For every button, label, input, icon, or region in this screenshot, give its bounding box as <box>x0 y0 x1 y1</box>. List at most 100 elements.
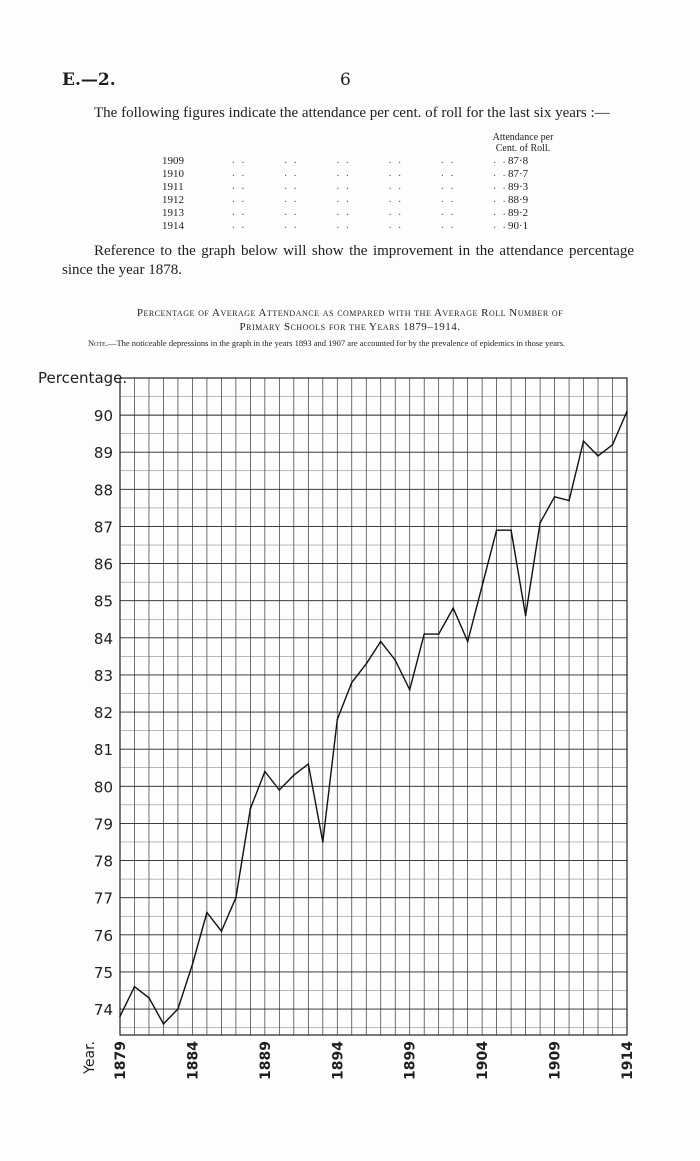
note-text: —The noticeable depressions in the graph… <box>107 338 566 348</box>
data-point <box>351 681 353 684</box>
data-point <box>582 440 585 442</box>
y-tick-label: 86 <box>94 556 113 574</box>
chart-note: Note.—The noticeable depressions in the … <box>62 338 634 348</box>
x-tick-label: 1884 <box>185 1041 201 1080</box>
y-tick-label: 89 <box>94 444 113 462</box>
data-point <box>235 896 237 899</box>
chart-title: Percentage of Average Attendance as comp… <box>40 306 660 334</box>
chart-title-line-2: Primary Schools for the Years 1879–1914. <box>239 321 461 333</box>
data-point <box>191 963 194 966</box>
table-year: 1909 <box>162 155 184 167</box>
table-header-line-1: Attendance per <box>492 132 554 143</box>
table-row: 1914 . . . . . . . . . . . . 90·1 <box>162 219 562 233</box>
table-row: 1910 . . . . . . . . . . . . 87·7 <box>162 167 562 181</box>
attendance-series-line <box>119 411 628 1026</box>
y-tick-label: 85 <box>94 593 113 611</box>
table-value: 90·1 <box>508 220 529 232</box>
reference-paragraph: Reference to the graph below will show t… <box>62 242 634 280</box>
intro-text: The following figures indicate the atten… <box>94 105 610 121</box>
table-value: 87·8 <box>508 155 529 167</box>
y-tick-label: 83 <box>94 667 113 685</box>
data-point <box>553 496 556 498</box>
table-row: 1912 . . . . . . . . . . . . 88·9 <box>162 193 562 207</box>
reference-text: Reference to the graph below will show t… <box>62 243 634 278</box>
leader-dots: . . . . . . . . . . . . <box>232 219 508 231</box>
table-year: 1911 <box>162 181 184 193</box>
data-point <box>626 410 628 413</box>
data-point <box>177 1008 179 1010</box>
data-point <box>597 455 599 457</box>
y-tick-label: 75 <box>94 964 113 982</box>
data-point <box>568 499 570 502</box>
table-row: 1909 . . . . . . . . . . . . 87·8 <box>162 154 562 168</box>
y-tick-label: 77 <box>94 890 113 908</box>
data-point <box>293 774 295 776</box>
data-point <box>481 585 483 587</box>
data-point <box>278 789 281 791</box>
table-value: 88·9 <box>508 194 529 206</box>
data-point <box>206 911 208 914</box>
y-tick-label: 76 <box>94 927 113 945</box>
data-point <box>394 659 397 661</box>
plot-frame <box>119 377 628 1036</box>
report-code: E.—2. <box>62 70 116 90</box>
table-year: 1912 <box>162 194 184 206</box>
data-point <box>379 640 382 643</box>
data-point <box>365 663 368 665</box>
x-tick-label: 1909 <box>548 1041 564 1080</box>
x-tick-label: 1899 <box>403 1041 419 1080</box>
table-year: 1913 <box>162 207 184 219</box>
table-value: 89·3 <box>508 181 529 193</box>
table-row: 1913 . . . . . . . . . . . . 89·2 <box>162 206 562 220</box>
table-value: 87·7 <box>508 168 529 180</box>
data-point <box>264 770 266 773</box>
data-point <box>510 529 512 531</box>
table-row: 1911 . . . . . . . . . . . . 89·3 <box>162 180 562 194</box>
table-column-header: Attendance per Cent. of Roll. <box>478 132 568 154</box>
leader-dots: . . . . . . . . . . . . <box>232 167 508 179</box>
y-axis-label: Percentage. <box>38 369 127 387</box>
x-tick-label: 1914 <box>620 1041 636 1080</box>
intro-paragraph: The following figures indicate the atten… <box>62 104 634 123</box>
table-year: 1914 <box>162 220 184 232</box>
leader-dots: . . . . . . . . . . . . <box>232 206 508 218</box>
data-point <box>524 614 527 617</box>
table-value: 89·2 <box>508 207 529 219</box>
leader-dots: . . . . . . . . . . . . <box>232 180 508 192</box>
chart-title-line-1: Percentage of Average Attendance as comp… <box>136 307 564 319</box>
table-header-line-2: Cent. of Roll. <box>495 143 551 154</box>
y-tick-label: 78 <box>94 853 113 871</box>
x-axis-label: Year. <box>82 1041 98 1075</box>
leader-dots: . . . . . . . . . . . . <box>232 193 508 205</box>
data-point <box>249 807 252 810</box>
data-point <box>437 633 440 635</box>
data-point <box>611 444 614 446</box>
note-label: Note. <box>88 338 108 348</box>
data-point <box>119 1015 121 1018</box>
data-point <box>220 930 223 932</box>
x-tick-label: 1894 <box>330 1041 346 1080</box>
data-point <box>466 640 469 643</box>
y-tick-label: 87 <box>94 518 113 536</box>
x-tick-label: 1879 <box>113 1041 129 1080</box>
data-point <box>133 985 136 988</box>
x-tick-label: 1904 <box>475 1041 491 1080</box>
data-point <box>495 529 498 531</box>
page-number: 6 <box>340 70 351 90</box>
data-point <box>539 522 541 524</box>
data-point <box>307 763 310 765</box>
data-point <box>162 1023 165 1025</box>
data-point <box>148 997 150 999</box>
y-tick-label: 80 <box>94 778 113 796</box>
y-tick-label: 84 <box>94 630 113 648</box>
x-tick-label: 1889 <box>258 1041 274 1080</box>
y-tick-label: 90 <box>94 407 113 425</box>
leader-dots: . . . . . . . . . . . . <box>232 154 508 166</box>
data-point <box>322 841 324 843</box>
table-year: 1910 <box>162 168 184 180</box>
y-tick-label: 74 <box>94 1001 113 1019</box>
data-point <box>408 689 411 691</box>
y-tick-label: 82 <box>94 704 113 722</box>
data-point <box>336 718 339 721</box>
